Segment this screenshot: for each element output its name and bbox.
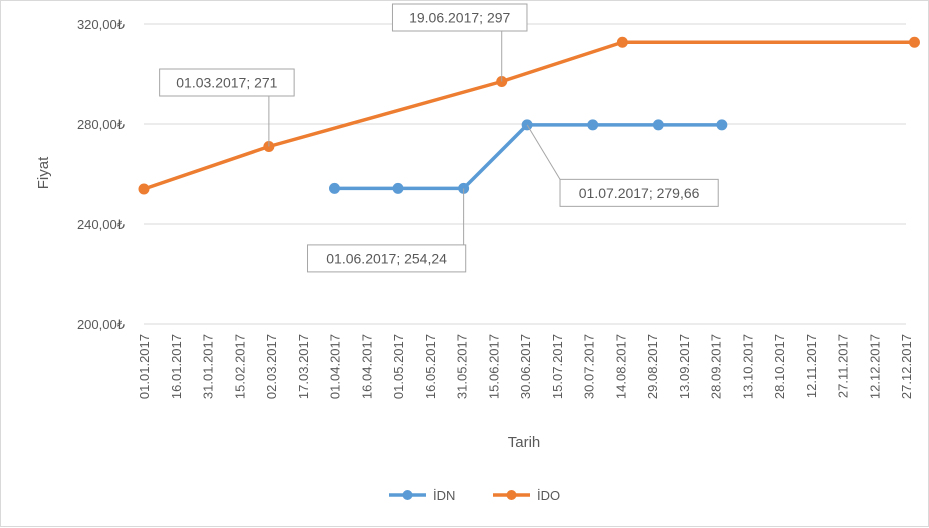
x-tick-label: 30.06.2017 — [518, 334, 533, 399]
legend-label: İDN — [433, 488, 455, 503]
x-tick-label: 15.07.2017 — [550, 334, 565, 399]
x-tick-label: 15.06.2017 — [486, 334, 501, 399]
x-tick-label: 17.03.2017 — [296, 334, 311, 399]
legend-marker — [506, 490, 517, 500]
x-tick-label: 13.10.2017 — [740, 334, 755, 399]
x-tick-label: 16.01.2017 — [169, 334, 184, 399]
callout: 01.07.2017; 279,66 — [526, 124, 719, 207]
legend-marker — [402, 490, 413, 500]
x-tick-label: 28.10.2017 — [772, 334, 787, 399]
x-tick-label: 28.09.2017 — [709, 334, 724, 399]
x-tick-label: 27.12.2017 — [899, 334, 914, 399]
x-tick-label: 16.04.2017 — [359, 334, 374, 399]
callout-text: 01.07.2017; 279,66 — [579, 185, 700, 201]
y-axis-ticks: 200,00₺ 240,00₺ 280,00₺ 320,00₺ — [77, 17, 125, 332]
legend-label: İDO — [537, 488, 560, 503]
x-tick-label: 27.11.2017 — [836, 334, 851, 398]
series-line — [142, 40, 917, 191]
callout: 01.06.2017; 254,24 — [307, 188, 467, 273]
callout: 01.03.2017; 271 — [159, 68, 295, 147]
data-point — [392, 182, 404, 194]
series-layer — [138, 36, 920, 195]
x-tick-label: 14.08.2017 — [613, 334, 628, 399]
callout-box — [159, 68, 295, 97]
x-tick-label: 01.04.2017 — [328, 334, 343, 399]
x-tick-label: 01.01.2017 — [137, 334, 152, 399]
x-tick-label: 12.12.2017 — [867, 334, 882, 399]
x-tick-label: 15.02.2017 — [232, 334, 247, 399]
callout-text: 19.06.2017; 297 — [409, 10, 510, 26]
data-point — [616, 36, 628, 48]
x-tick-label: 31.05.2017 — [455, 334, 470, 399]
x-tick-label: 02.03.2017 — [264, 334, 279, 399]
callouts-layer: 01.03.2017; 271 19.06.2017; 297 01.06.2017… — [159, 3, 719, 273]
x-tick-label: 12.11.2017 — [804, 334, 819, 398]
callout-box — [559, 178, 719, 207]
legend: İDN İDO — [389, 488, 560, 503]
x-tick-label: 31.01.2017 — [201, 334, 216, 399]
x-tick-label: 01.05.2017 — [391, 334, 406, 399]
x-tick-label: 30.07.2017 — [582, 334, 597, 399]
callout-box — [391, 3, 528, 32]
x-axis-ticks: 01.01.2017 16.01.2017 31.01.2017 15.02.2017… — [137, 334, 914, 399]
data-point — [329, 182, 340, 194]
callout-text: 01.06.2017; 254,24 — [326, 250, 447, 266]
data-point — [587, 119, 599, 131]
x-tick-label: 16.05.2017 — [423, 334, 438, 399]
data-point — [652, 119, 664, 131]
data-point — [138, 183, 150, 195]
y-tick-label: 320,00₺ — [77, 17, 125, 32]
y-tick-label: 200,00₺ — [77, 317, 125, 332]
x-tick-label: 29.08.2017 — [645, 334, 660, 399]
callout: 19.06.2017; 297 — [391, 3, 528, 82]
y-tick-label: 240,00₺ — [77, 217, 125, 232]
callout-leader — [526, 124, 561, 180]
data-point — [908, 36, 920, 48]
callout-box — [307, 244, 467, 273]
x-tick-label: 13.09.2017 — [677, 334, 692, 399]
callout-text: 01.03.2017; 271 — [176, 75, 277, 91]
x-axis-title: Tarih — [508, 434, 541, 451]
data-point — [716, 119, 728, 131]
y-axis-title: Fiyat — [35, 156, 52, 189]
y-tick-label: 280,00₺ — [77, 117, 125, 132]
